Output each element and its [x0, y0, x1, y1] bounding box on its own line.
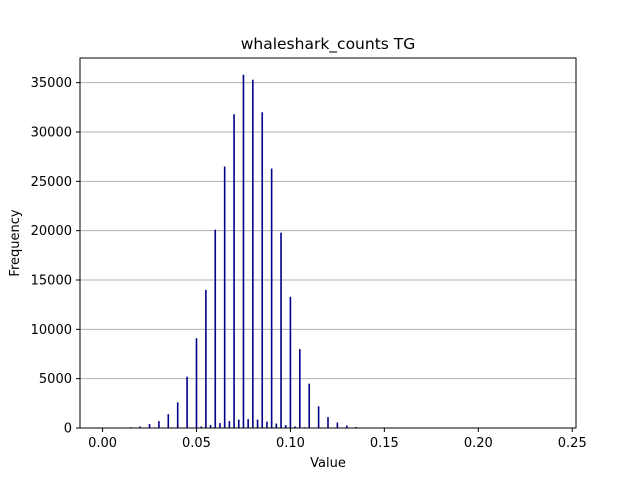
- histogram-bar: [219, 423, 221, 428]
- histogram-bar: [167, 414, 170, 428]
- y-tick-label: 10000: [31, 323, 72, 338]
- histogram-bar: [256, 419, 259, 428]
- y-tick-label: 5000: [39, 372, 72, 387]
- histogram-bar: [228, 421, 231, 428]
- histogram-bar: [158, 421, 160, 428]
- histogram-bar: [148, 424, 151, 428]
- histogram-bar: [139, 426, 141, 428]
- histogram-bar: [214, 229, 217, 428]
- x-axis-label: Value: [310, 456, 346, 471]
- x-tick-label: 0.15: [370, 436, 399, 451]
- histogram-bar: [284, 425, 287, 428]
- histogram-bar: [280, 232, 282, 428]
- histogram-bar: [176, 402, 179, 428]
- histogram-bar: [275, 423, 278, 428]
- x-axis-ticks: 0.00 0.05 0.10 0.15 0.20 0.25: [88, 428, 587, 451]
- histogram-bar: [209, 425, 212, 428]
- x-tick-label: 0.25: [558, 436, 587, 451]
- y-axis-label: Frequency: [8, 209, 23, 276]
- x-tick-label: 0.05: [182, 436, 211, 451]
- histogram-bar: [247, 419, 249, 428]
- histogram-bar: [317, 406, 320, 428]
- y-tick-label: 35000: [31, 76, 72, 91]
- plot-frame: [79, 57, 577, 429]
- y-tick-label: 25000: [31, 175, 72, 190]
- histogram-bar: [327, 417, 329, 428]
- x-tick-label: 0.20: [464, 436, 493, 451]
- histogram-bar: [345, 425, 348, 428]
- y-axis-ticks: 0 5000 10000 15000 20000 25000 30000 35000: [31, 76, 80, 437]
- histogram-bar: [233, 114, 235, 429]
- histogram-bar: [261, 112, 264, 429]
- x-tick-label: 0.00: [88, 436, 117, 451]
- histogram-bar: [270, 168, 273, 429]
- histogram-bar: [266, 421, 268, 428]
- y-tick-label: 15000: [31, 274, 72, 289]
- histogram-bars: [129, 74, 367, 429]
- histogram-bar: [336, 422, 339, 428]
- histogram-bar: [299, 349, 301, 428]
- y-tick-label: 0: [64, 422, 72, 437]
- histogram-bar: [252, 79, 254, 428]
- histogram-bar: [200, 426, 202, 428]
- histogram-bar: [223, 166, 226, 429]
- y-tick-label: 20000: [31, 224, 72, 239]
- histogram-bar: [289, 296, 292, 428]
- histogram-bar: [294, 426, 296, 428]
- histogram-bar: [205, 289, 207, 428]
- histogram-bar: [242, 74, 245, 429]
- histogram-bar: [195, 338, 198, 428]
- y-gridlines: [80, 82, 576, 380]
- histogram-bar: [308, 383, 311, 428]
- histogram-bar: [186, 376, 188, 428]
- histogram-bar: [237, 419, 240, 428]
- y-tick-label: 30000: [31, 126, 72, 141]
- chart-title: whaleshark_counts TG: [241, 35, 416, 54]
- x-tick-label: 0.10: [276, 436, 305, 451]
